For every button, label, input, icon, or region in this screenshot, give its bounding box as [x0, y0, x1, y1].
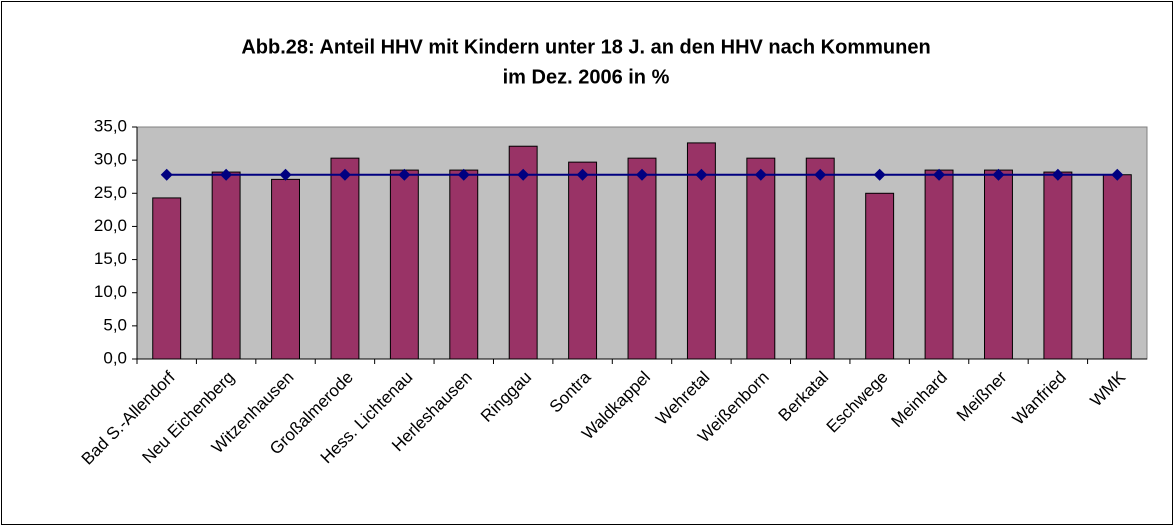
- line-marker: [1111, 168, 1124, 181]
- line-marker: [338, 168, 351, 181]
- y-tick-label: 25,0: [94, 183, 127, 202]
- line-marker: [398, 168, 411, 181]
- line-marker: [933, 168, 946, 181]
- line-marker: [695, 168, 708, 181]
- line-marker: [754, 168, 767, 181]
- chart-title: Abb.28: Anteil HHV mit Kindern unter 18 …: [241, 36, 930, 58]
- y-tick-label: 35,0: [94, 116, 127, 135]
- line-marker: [279, 168, 292, 181]
- bar: [389, 169, 419, 360]
- bar: [746, 157, 776, 360]
- bar: [805, 157, 835, 360]
- bar: [984, 169, 1013, 360]
- bar: [1102, 174, 1132, 360]
- bar: [568, 161, 598, 360]
- bar: [449, 169, 479, 360]
- line-marker: [1051, 168, 1064, 181]
- bar: [211, 171, 241, 360]
- line-marker: [873, 168, 886, 181]
- bar: [152, 197, 182, 360]
- bar: [1043, 171, 1073, 360]
- bar: [330, 157, 360, 360]
- bar: [271, 178, 300, 360]
- line-marker: [992, 168, 1005, 181]
- bar: [508, 145, 538, 360]
- y-tick-label: 30,0: [94, 150, 127, 169]
- y-tick-label: 20,0: [94, 216, 127, 235]
- y-tick-label: 0,0: [103, 348, 127, 367]
- bar: [865, 192, 895, 360]
- y-tick-label: 5,0: [103, 315, 127, 334]
- line-marker: [517, 168, 530, 181]
- line-marker: [576, 168, 589, 181]
- y-tick-label: 15,0: [94, 249, 127, 268]
- line-marker: [814, 168, 827, 181]
- chart-title: im Dez. 2006 in %: [503, 66, 670, 88]
- bar: [924, 169, 954, 360]
- y-tick-label: 10,0: [94, 282, 127, 301]
- bar: [627, 157, 657, 360]
- line-marker: [220, 168, 233, 181]
- line-marker: [636, 168, 648, 181]
- line-marker: [457, 168, 470, 181]
- line-marker: [160, 168, 173, 181]
